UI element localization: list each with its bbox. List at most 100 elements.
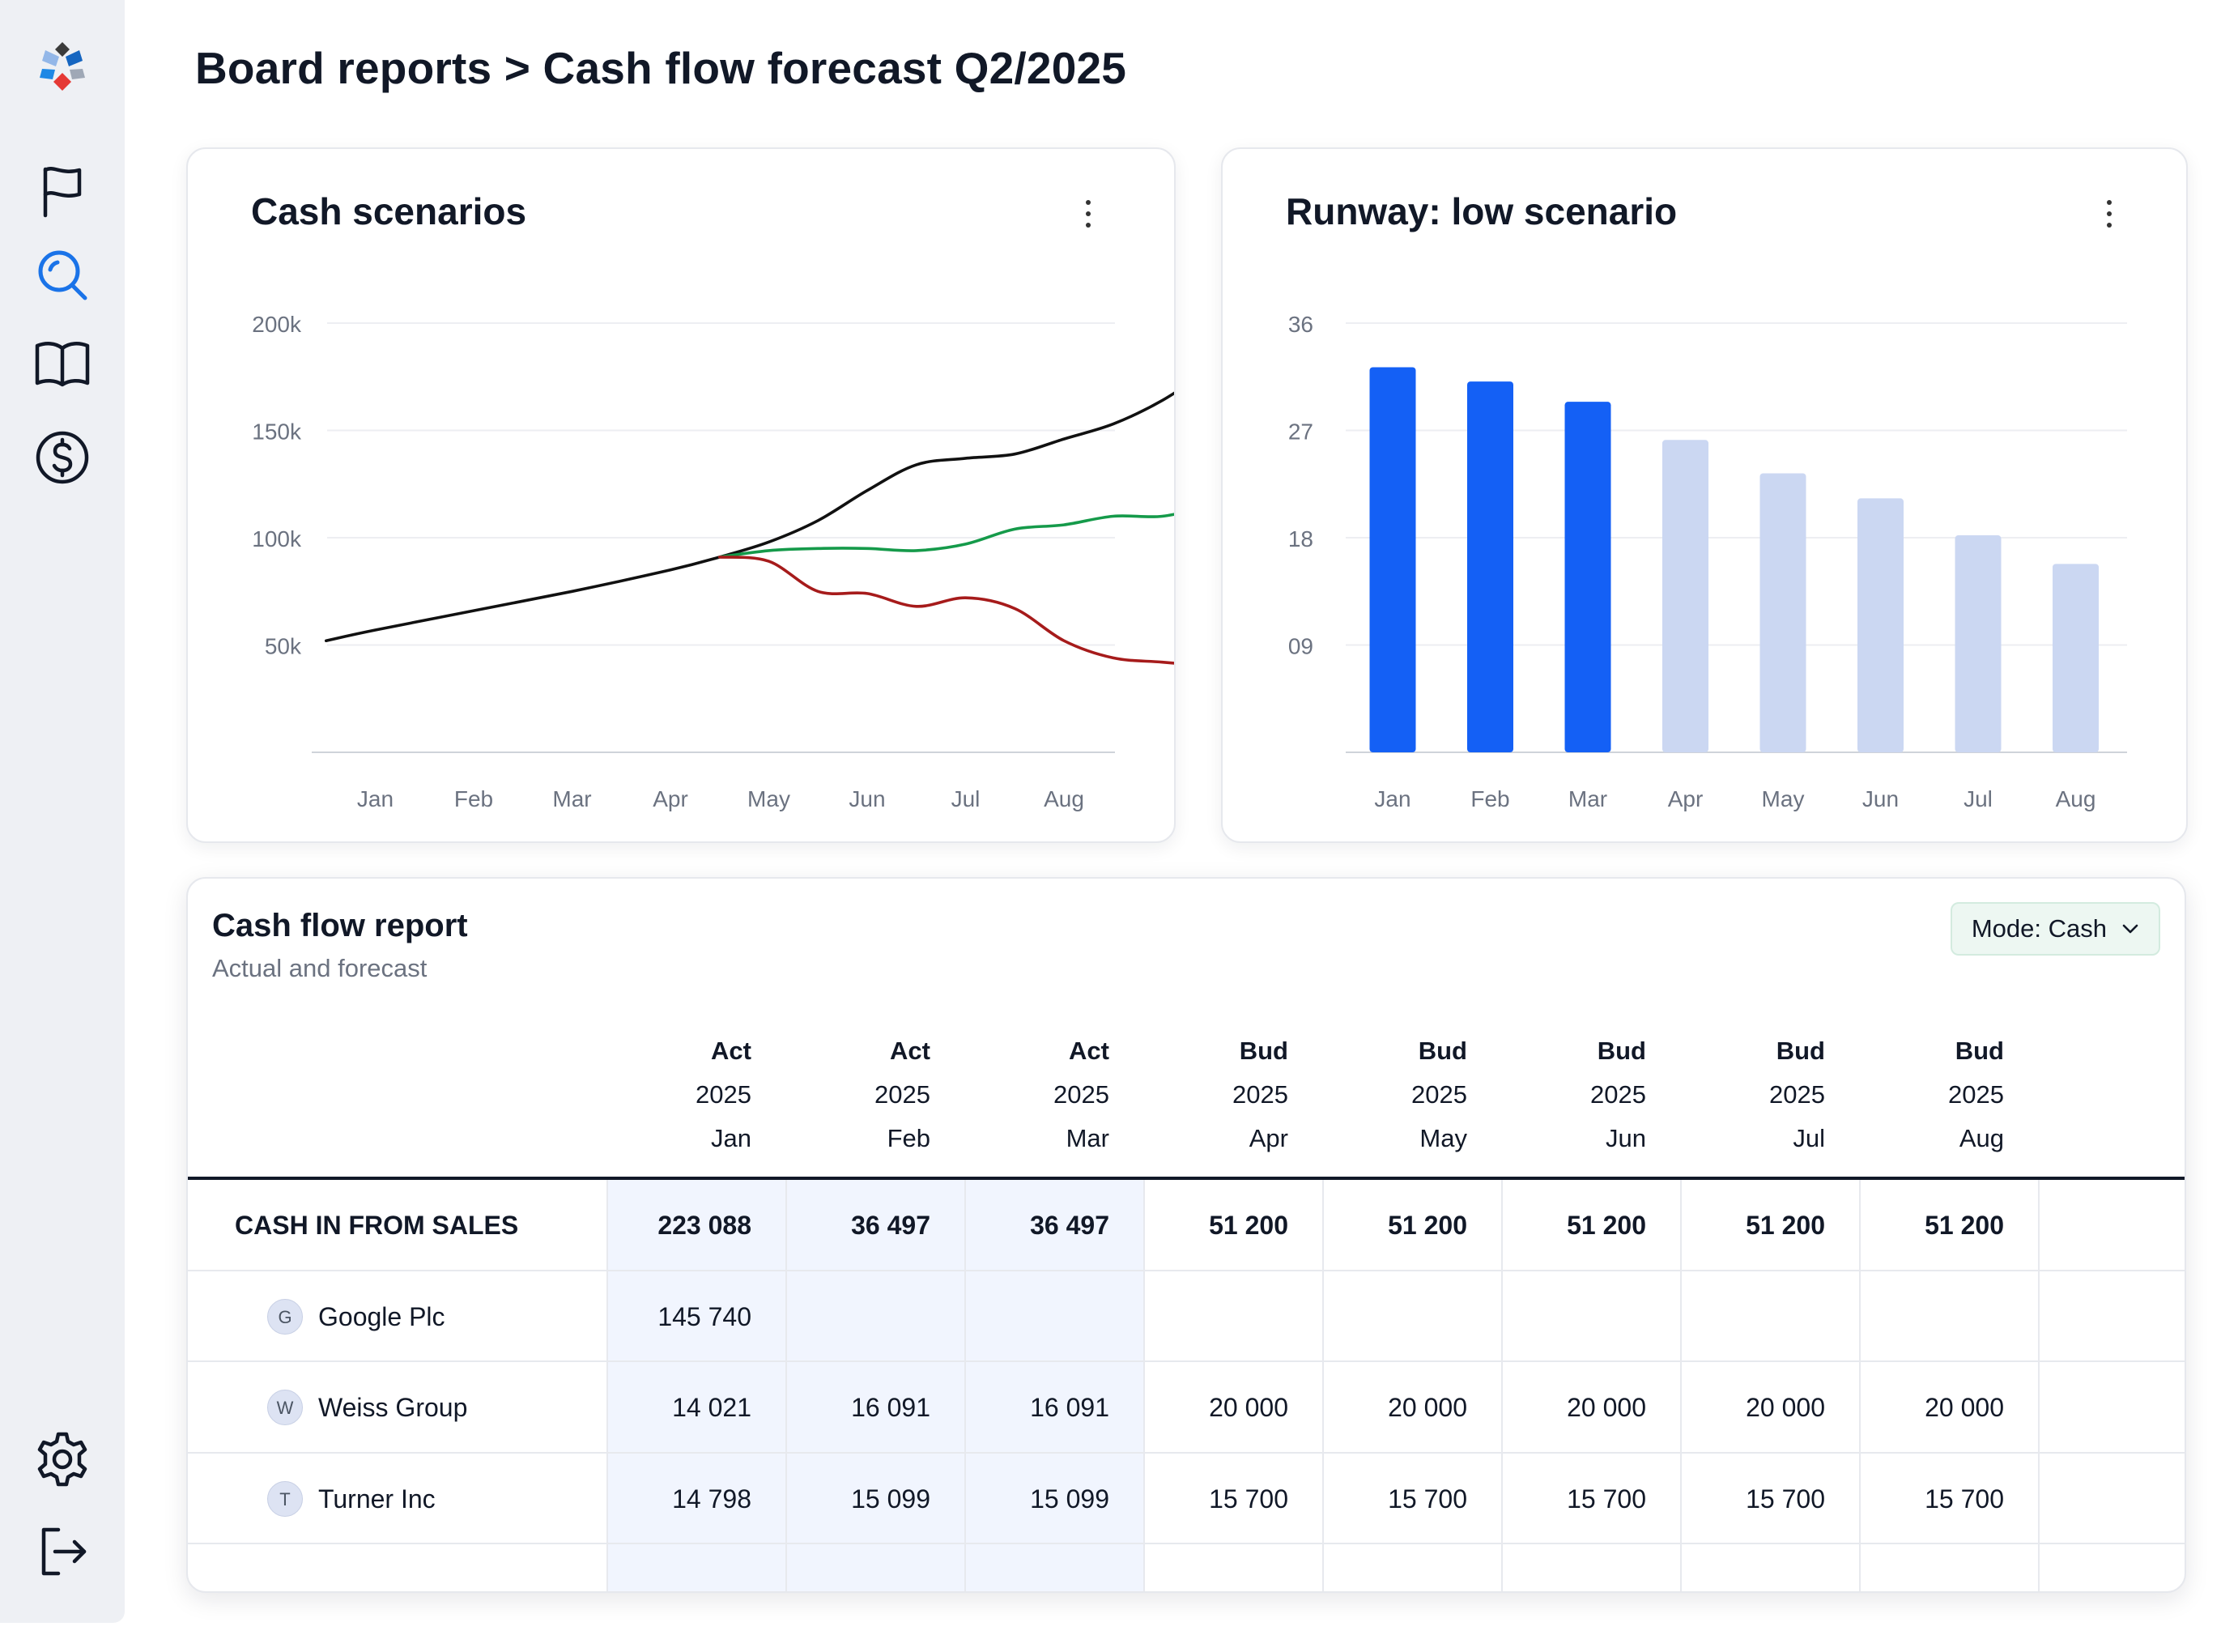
column-header: Act 2025 Jan bbox=[614, 1029, 751, 1160]
column-header-kind: Bud bbox=[1239, 1037, 1288, 1065]
column-divider bbox=[964, 1177, 966, 1591]
runway-chart: 36 27 18 09 Jan Feb Mar Apr May Jun Jul Aug bbox=[1288, 312, 2127, 811]
table-cell: 51 200 bbox=[1388, 1211, 1467, 1241]
x-tick-label: Mar bbox=[1568, 786, 1607, 811]
bar-jan bbox=[1369, 367, 1416, 752]
column-header-kind: Act bbox=[890, 1037, 930, 1065]
column-divider bbox=[1859, 1177, 1861, 1591]
app-logo[interactable] bbox=[32, 39, 92, 99]
y-tick-label: 100k bbox=[252, 526, 302, 551]
column-divider bbox=[1501, 1177, 1503, 1591]
runway-card: Runway: low scenario 36 27 18 09 Jan Feb Mar Ap… bbox=[1221, 147, 2188, 843]
y-tick-label: 27 bbox=[1288, 419, 1313, 445]
logout-icon[interactable] bbox=[32, 1522, 92, 1582]
column-header-kind: Act bbox=[1069, 1037, 1109, 1065]
column-header-month: Jul bbox=[1793, 1124, 1825, 1152]
gear-icon[interactable] bbox=[32, 1429, 92, 1489]
table-cell: 51 200 bbox=[1746, 1211, 1825, 1241]
y-tick-label: 09 bbox=[1288, 634, 1313, 659]
x-tick-label: Feb bbox=[1470, 786, 1509, 811]
cash-scenarios-chart: 200k 150k 100k 50k Jan Feb Mar Apr May Jun Jul Aug bbox=[252, 312, 1174, 811]
table-cell: 20 000 bbox=[1746, 1393, 1825, 1423]
x-tick-label: Mar bbox=[552, 786, 591, 811]
x-tick-label: Jul bbox=[1964, 786, 1993, 811]
column-header-kind: Bud bbox=[1597, 1037, 1646, 1065]
row-label: CASH IN FROM SALES bbox=[235, 1211, 519, 1241]
y-tick-label: 50k bbox=[265, 634, 302, 659]
x-tick-label: May bbox=[747, 786, 790, 811]
search-icon[interactable] bbox=[32, 245, 92, 305]
flag-icon[interactable] bbox=[32, 162, 92, 222]
column-header-month: Apr bbox=[1249, 1124, 1288, 1152]
column-header-year: 2025 bbox=[1590, 1080, 1646, 1109]
column-header: Bud 2025 Jun bbox=[1508, 1029, 1646, 1160]
card-title: Runway: low scenario bbox=[1286, 190, 1678, 232]
column-header: Bud 2025 Jul bbox=[1687, 1029, 1825, 1160]
avatar: T bbox=[267, 1480, 303, 1517]
table-cell: 20 000 bbox=[1925, 1393, 2004, 1423]
column-header-year: 2025 bbox=[1948, 1080, 2004, 1109]
bar-may bbox=[1759, 473, 1806, 752]
dollar-icon[interactable] bbox=[32, 428, 92, 488]
x-tick-label: Jan bbox=[1374, 786, 1410, 811]
x-tick-label: Jun bbox=[849, 786, 885, 811]
row-divider bbox=[188, 1451, 2185, 1454]
series-line-2 bbox=[718, 513, 1174, 559]
avatar: W bbox=[267, 1390, 303, 1426]
actual-columns-shading bbox=[607, 1177, 1144, 1591]
sidebar bbox=[0, 0, 125, 1623]
bar-jun bbox=[1857, 498, 1904, 752]
column-header-year: 2025 bbox=[1053, 1080, 1109, 1109]
table-cell: 145 740 bbox=[657, 1301, 751, 1331]
more-options-icon[interactable] bbox=[2097, 189, 2121, 238]
page-title: Board reports > Cash flow forecast Q2/20… bbox=[195, 43, 1127, 93]
table-cell: 36 497 bbox=[1030, 1211, 1109, 1241]
column-header: Bud 2025 May bbox=[1330, 1029, 1467, 1160]
avatar: G bbox=[267, 1298, 303, 1335]
cash-scenarios-card: Cash scenarios 200k 150k 100k 50k Jan Feb Mar A… bbox=[186, 147, 1176, 843]
column-header-year: 2025 bbox=[1232, 1080, 1288, 1109]
column-header-kind: Bud bbox=[1776, 1037, 1825, 1065]
x-tick-label: Aug bbox=[1044, 786, 1084, 811]
table-cell: 51 200 bbox=[1925, 1211, 2004, 1241]
column-header: Bud 2025 Apr bbox=[1151, 1029, 1288, 1160]
column-header: Act 2025 Feb bbox=[793, 1029, 930, 1160]
series-line-1 bbox=[325, 391, 1174, 642]
mode-dropdown[interactable]: Mode: Cash bbox=[1950, 902, 2160, 956]
x-tick-label: May bbox=[1762, 786, 1805, 811]
card-title: Cash scenarios bbox=[251, 190, 527, 232]
column-header-year: 2025 bbox=[874, 1080, 930, 1109]
column-divider bbox=[606, 1177, 608, 1591]
column-header: Act 2025 Mar bbox=[972, 1029, 1109, 1160]
header-divider bbox=[188, 1177, 2185, 1180]
row-label: Google Plc bbox=[318, 1301, 445, 1331]
x-tick-label: Jul bbox=[951, 786, 981, 811]
more-options-icon[interactable] bbox=[1076, 189, 1100, 238]
x-tick-label: Jun bbox=[1862, 786, 1899, 811]
column-divider bbox=[2038, 1177, 2040, 1591]
column-header-kind: Bud bbox=[1955, 1037, 2004, 1065]
x-tick-label: Jan bbox=[357, 786, 394, 811]
column-divider bbox=[1143, 1177, 1145, 1591]
y-tick-label: 200k bbox=[252, 312, 302, 337]
row-label: Weiss Group bbox=[318, 1393, 468, 1423]
series-line-3 bbox=[718, 556, 1174, 665]
book-icon[interactable] bbox=[32, 334, 92, 394]
row-divider bbox=[188, 1543, 2185, 1544]
x-tick-label: Aug bbox=[2056, 786, 2096, 811]
column-header-month: Jan bbox=[711, 1124, 751, 1152]
column-header-month: Aug bbox=[1959, 1124, 2004, 1152]
table-cell: 15 700 bbox=[1209, 1484, 1288, 1514]
row-divider bbox=[188, 1269, 2185, 1271]
table-cell: 15 700 bbox=[1925, 1484, 2004, 1514]
column-header-year: 2025 bbox=[1769, 1080, 1825, 1109]
column-divider bbox=[1680, 1177, 1682, 1591]
report-subtitle: Actual and forecast bbox=[212, 954, 428, 982]
chevron-down-icon bbox=[2121, 923, 2139, 935]
bar-mar bbox=[1564, 402, 1611, 752]
column-header-month: Feb bbox=[887, 1124, 930, 1152]
x-tick-label: Feb bbox=[454, 786, 493, 811]
y-tick-label: 18 bbox=[1288, 526, 1313, 551]
table-cell: 51 200 bbox=[1567, 1211, 1646, 1241]
column-divider bbox=[1322, 1177, 1324, 1591]
